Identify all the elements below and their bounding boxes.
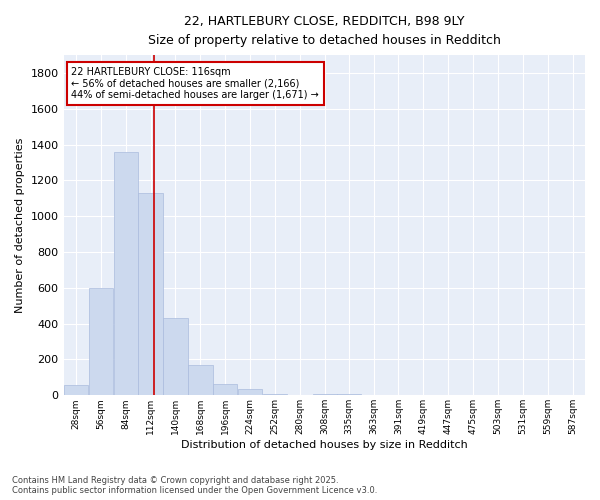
Bar bbox=[337, 394, 361, 396]
Y-axis label: Number of detached properties: Number of detached properties bbox=[15, 138, 25, 313]
Bar bbox=[263, 394, 287, 396]
Title: 22, HARTLEBURY CLOSE, REDDITCH, B98 9LY
Size of property relative to detached ho: 22, HARTLEBURY CLOSE, REDDITCH, B98 9LY … bbox=[148, 15, 501, 47]
X-axis label: Distribution of detached houses by size in Redditch: Distribution of detached houses by size … bbox=[181, 440, 467, 450]
Bar bbox=[163, 318, 188, 396]
Bar bbox=[238, 389, 262, 396]
Bar bbox=[113, 152, 138, 396]
Bar bbox=[188, 365, 212, 396]
Bar bbox=[64, 384, 88, 396]
Bar bbox=[213, 384, 238, 396]
Text: 22 HARTLEBURY CLOSE: 116sqm
← 56% of detached houses are smaller (2,166)
44% of : 22 HARTLEBURY CLOSE: 116sqm ← 56% of det… bbox=[71, 67, 319, 100]
Bar bbox=[89, 288, 113, 396]
Bar bbox=[313, 394, 337, 396]
Bar bbox=[139, 193, 163, 396]
Text: Contains HM Land Registry data © Crown copyright and database right 2025.
Contai: Contains HM Land Registry data © Crown c… bbox=[12, 476, 377, 495]
